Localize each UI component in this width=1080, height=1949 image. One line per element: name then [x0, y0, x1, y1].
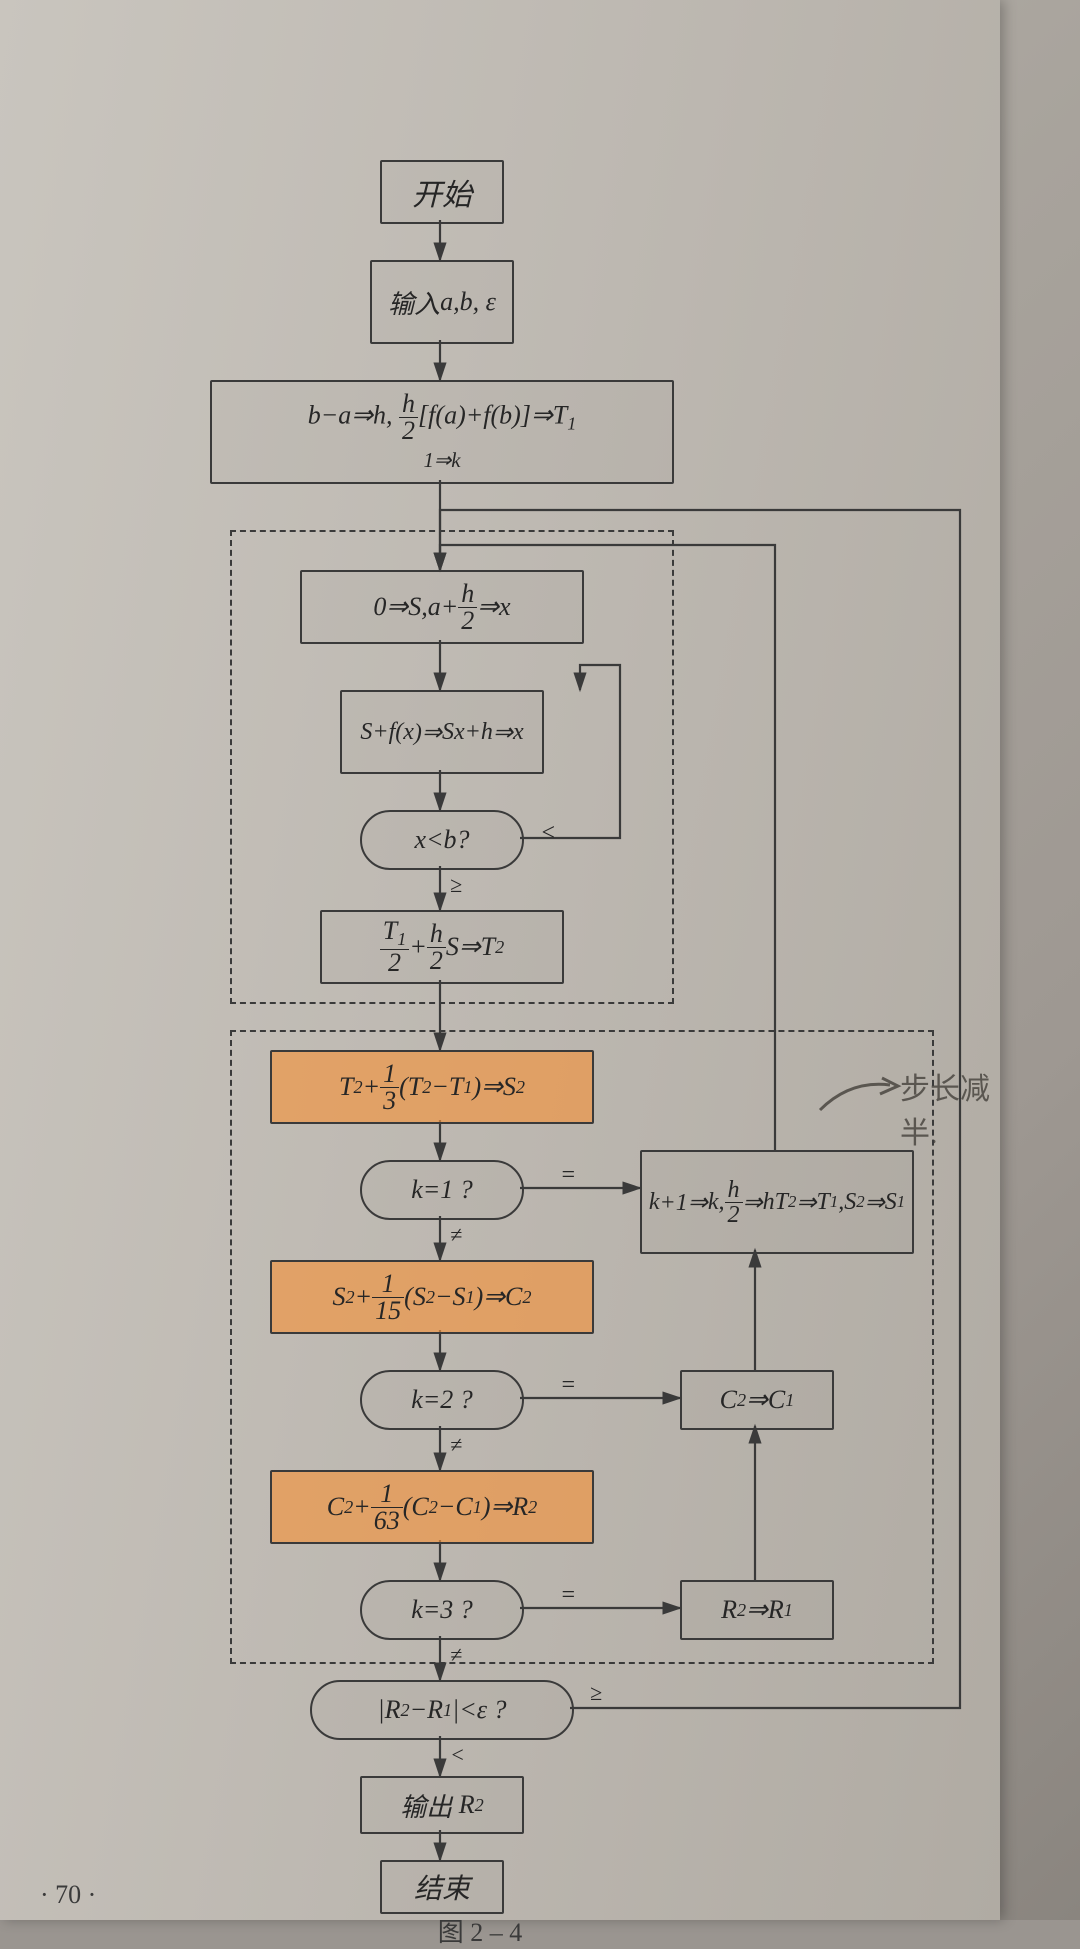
- edge-label: <: [450, 1742, 465, 1768]
- edge-label: =: [560, 1582, 576, 1609]
- edge-label: =: [560, 1162, 576, 1189]
- node-s2: T2+13(T2−T1)⇒S2: [270, 1050, 594, 1124]
- node-out: 输出 R2: [360, 1776, 524, 1834]
- node-xb: x<b ?: [360, 810, 524, 870]
- node-start: 开始: [380, 160, 504, 224]
- node-eps: |R2−R1|<ε ?: [310, 1680, 574, 1740]
- node-t2: T12+h2S⇒T2: [320, 910, 564, 984]
- node-k3: k=3 ?: [360, 1580, 524, 1640]
- node-cc: C2⇒C1: [680, 1370, 834, 1430]
- edge-label: ≥: [450, 872, 462, 898]
- page-background: { "figure_label":"图 2 – 4", "page_number…: [0, 0, 1080, 1920]
- edge-label: =: [560, 1372, 576, 1399]
- node-sfx: S+f(x)⇒Sx+h⇒x: [340, 690, 544, 774]
- node-k2: k=2 ?: [360, 1370, 524, 1430]
- dashed-group: [230, 1030, 934, 1664]
- node-s0: 0⇒S, a+h2⇒x: [300, 570, 584, 644]
- edge-label: ≠: [450, 1222, 462, 1248]
- edge-label: ≠: [450, 1642, 462, 1668]
- node-c2: S2+115(S2−S1)⇒C2: [270, 1260, 594, 1334]
- edge-label: ≥: [590, 1680, 602, 1706]
- node-r2: C2+163(C2−C1)⇒R2: [270, 1470, 594, 1544]
- edge-label: <: [540, 820, 556, 847]
- node-end: 结束: [380, 1860, 504, 1914]
- node-k1: k=1 ?: [360, 1160, 524, 1220]
- page-number: · 70 ·: [40, 1880, 96, 1910]
- paper-sheet: { "figure_label":"图 2 – 4", "page_number…: [0, 0, 1000, 1920]
- node-rr: R2⇒R1: [680, 1580, 834, 1640]
- figure-label: 图 2 – 4: [400, 1912, 560, 1949]
- node-init: b−a⇒h, h2[f(a)+f(b)]⇒T11⇒k: [210, 380, 674, 484]
- edge-label: ≠: [450, 1432, 462, 1458]
- node-input: 输入a, b, ε: [370, 260, 514, 344]
- node-upd: k+1⇒k, h2⇒hT2⇒T1, S2⇒S1: [640, 1150, 914, 1254]
